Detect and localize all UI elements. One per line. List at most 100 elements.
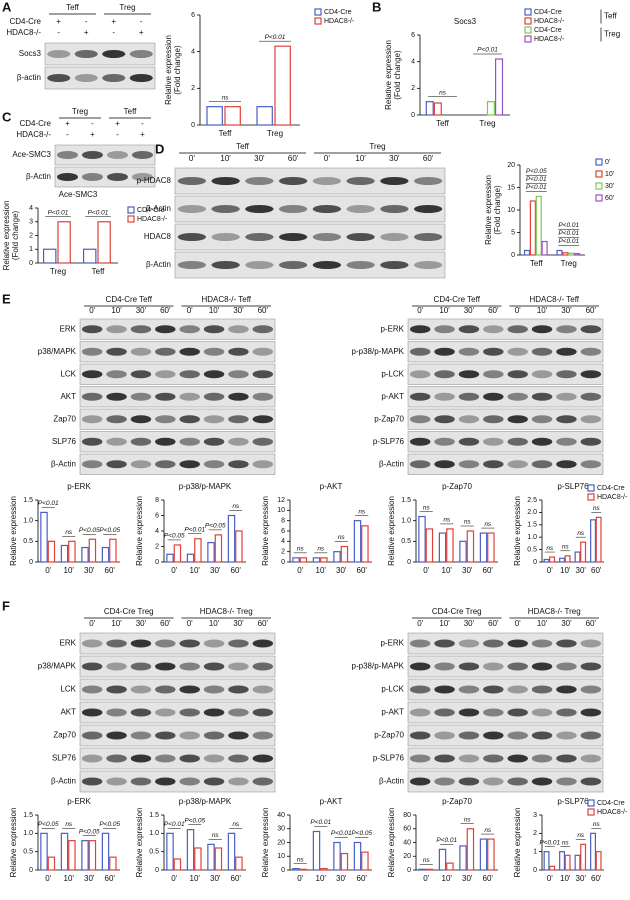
legend-label: HDAC8-/- bbox=[597, 494, 628, 501]
bar bbox=[487, 532, 495, 563]
blot-strip bbox=[79, 701, 276, 724]
blot-band bbox=[458, 731, 480, 740]
y-tick-label: 20 bbox=[277, 839, 285, 846]
blot-band bbox=[211, 177, 240, 185]
blot-band bbox=[203, 460, 225, 469]
lane-label: 60' bbox=[258, 306, 269, 315]
y-tick-label: 1 bbox=[533, 849, 537, 856]
y-tick-label: 0 bbox=[281, 867, 285, 874]
blot-band bbox=[81, 639, 103, 648]
blot-band bbox=[507, 662, 528, 671]
blot-band bbox=[106, 460, 127, 469]
blot-band bbox=[203, 777, 225, 786]
x-tick-label: 10' bbox=[560, 874, 571, 883]
blot-group: Treg bbox=[369, 142, 385, 151]
blot-band bbox=[228, 662, 249, 671]
blot-band bbox=[179, 415, 200, 424]
blot-band bbox=[580, 685, 602, 694]
blot-band bbox=[458, 662, 480, 671]
blot-band bbox=[203, 708, 225, 717]
annotation: P<0.01 bbox=[48, 209, 69, 216]
blot-band bbox=[580, 392, 602, 401]
y-tick-label: 1.5 bbox=[23, 812, 33, 819]
blot-band bbox=[179, 347, 200, 356]
genotype-label: HDAC8-/- bbox=[6, 28, 41, 37]
bar bbox=[568, 252, 575, 256]
blot-strip bbox=[407, 770, 604, 793]
blot-band bbox=[106, 325, 127, 334]
annotation: P<0.01 bbox=[526, 184, 547, 191]
chart-title: p-Zap70 bbox=[442, 797, 472, 806]
legend-label: HDAC8-/- bbox=[137, 216, 168, 223]
bar bbox=[466, 530, 475, 563]
bar bbox=[57, 221, 71, 264]
blot-group: HDAC8-/- Treg bbox=[528, 607, 581, 616]
x-tick-label: 60' bbox=[483, 566, 494, 575]
x-tick-label: 10' bbox=[560, 566, 571, 575]
legend-swatch bbox=[595, 194, 603, 202]
y-tick-label: 0 bbox=[533, 559, 537, 566]
bar bbox=[541, 240, 548, 256]
bar bbox=[60, 832, 69, 871]
chart-title: p-SLP76 bbox=[557, 797, 589, 806]
blot-band bbox=[155, 370, 176, 379]
blot-band bbox=[531, 370, 553, 379]
annotation: ns bbox=[577, 530, 585, 537]
blot-group: Teff bbox=[124, 107, 138, 116]
bar bbox=[47, 540, 56, 563]
blot-band bbox=[81, 777, 103, 786]
x-tick-label: Treg bbox=[479, 119, 495, 128]
y-tick-label: 40 bbox=[277, 812, 285, 819]
blot-row-label: β-Actin bbox=[146, 260, 171, 269]
blot-strip bbox=[54, 144, 156, 166]
x-tick-label: 60' bbox=[357, 566, 368, 575]
blot-band bbox=[177, 205, 207, 213]
bar bbox=[206, 106, 223, 126]
x-tick-label: Treg bbox=[267, 129, 283, 138]
y-tick-label: 0 bbox=[407, 867, 411, 874]
lane-label: 0' bbox=[417, 619, 423, 628]
y-tick-label: 10 bbox=[277, 507, 285, 514]
blot-band bbox=[130, 639, 152, 648]
y-axis-label: Relative expression bbox=[135, 808, 144, 878]
y-axis-label: Relative expression bbox=[261, 496, 270, 566]
annotation: P<0.05 bbox=[184, 817, 205, 824]
x-tick-label: 0' bbox=[297, 566, 303, 575]
bar bbox=[580, 843, 587, 871]
bar bbox=[574, 854, 581, 871]
y-tick-label: 1.5 bbox=[527, 522, 537, 529]
blot-band bbox=[179, 731, 200, 740]
annotation: ns bbox=[443, 517, 451, 524]
genotype-label: CD4-Cre bbox=[19, 119, 51, 128]
y-tick-label: 2 bbox=[411, 85, 415, 92]
blot-band bbox=[130, 754, 152, 763]
blot-band bbox=[434, 437, 455, 446]
x-tick-label: 30' bbox=[336, 566, 347, 575]
annotation: ns bbox=[338, 534, 346, 541]
blot-band bbox=[106, 662, 127, 671]
blot-band bbox=[252, 777, 274, 786]
blot-band bbox=[130, 437, 152, 446]
genotype-mark: + bbox=[111, 17, 116, 26]
x-tick-label: Teff bbox=[92, 267, 106, 276]
annotation: ns bbox=[464, 816, 472, 823]
annotation: ns bbox=[317, 546, 325, 553]
blot-band bbox=[81, 754, 103, 763]
blot-strip bbox=[44, 66, 156, 90]
blot-band bbox=[507, 325, 528, 334]
chart-title: p-AKT bbox=[320, 482, 343, 491]
genotype-label: HDAC8-/- bbox=[16, 130, 51, 139]
blot-strip bbox=[407, 678, 604, 701]
blot-band bbox=[278, 205, 308, 213]
blot-row-label: p-LCK bbox=[381, 685, 404, 694]
blot-band bbox=[155, 754, 176, 763]
bar bbox=[486, 101, 495, 116]
bar bbox=[353, 520, 362, 563]
blot-band bbox=[409, 437, 431, 446]
blot-band bbox=[483, 325, 504, 334]
blot-band bbox=[155, 731, 176, 740]
lane-label: 10' bbox=[111, 619, 122, 628]
blot-strip bbox=[79, 770, 276, 793]
y-tick-label: 3 bbox=[533, 812, 537, 819]
y-axis-label: (Fold change) bbox=[393, 50, 402, 100]
